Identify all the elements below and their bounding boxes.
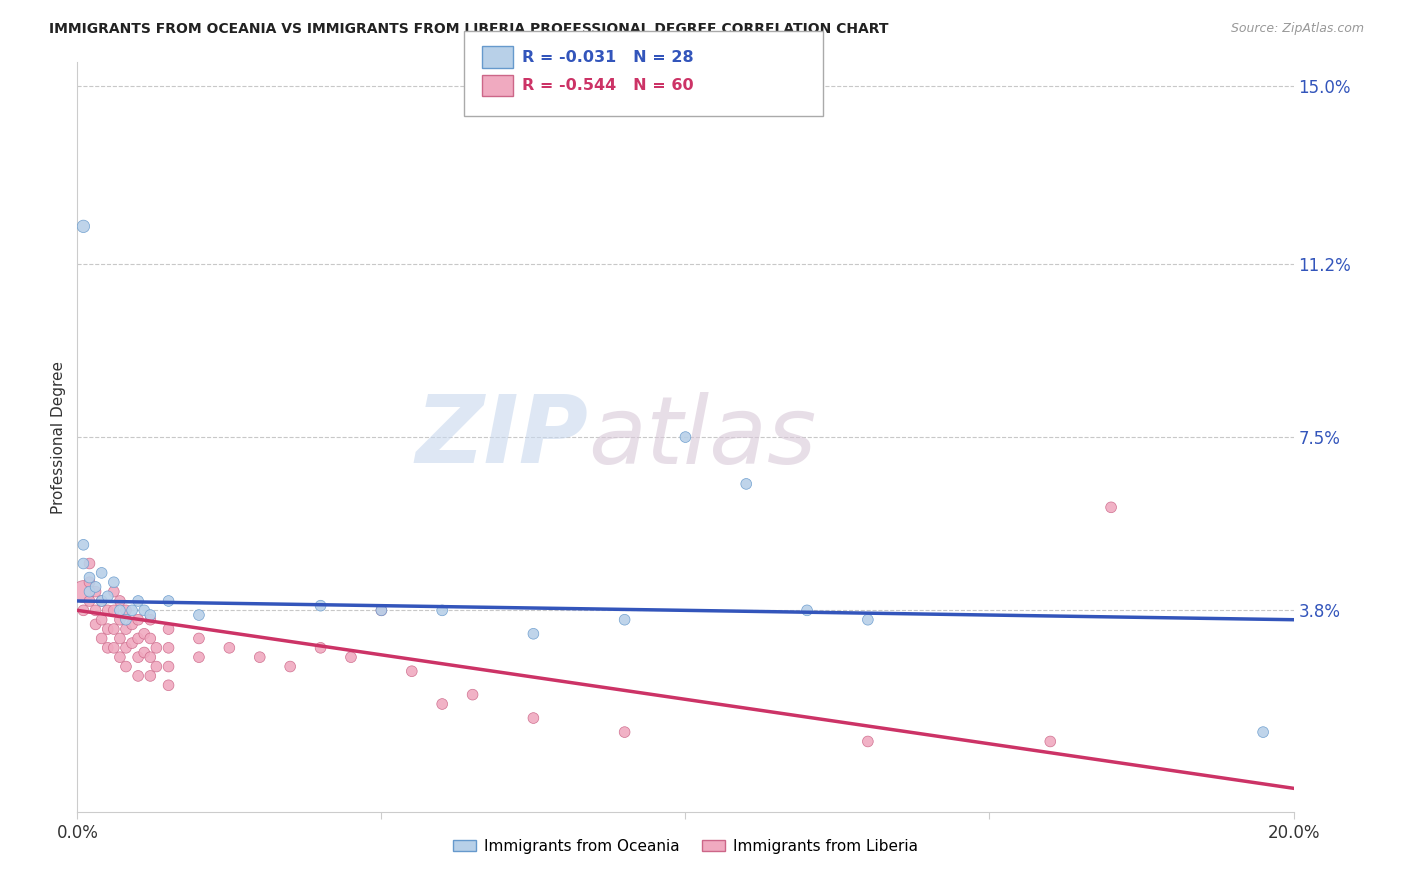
Point [218,640,240,655]
Text: ZIP: ZIP [415,391,588,483]
Point [139,650,162,665]
Point [115,659,138,673]
Point [134,626,156,640]
Point [278,659,301,673]
Point [115,613,138,627]
Point [145,659,167,673]
Point [127,632,149,646]
Point [103,575,125,590]
Point [856,613,879,627]
Point [79,594,101,608]
Text: R = -0.031   N = 28: R = -0.031 N = 28 [522,50,693,64]
Point [249,650,271,665]
Point [79,557,101,571]
Point [188,650,211,665]
Point [139,613,162,627]
Point [127,650,149,665]
Point [735,476,758,491]
Point [613,613,636,627]
Point [157,659,180,673]
Point [188,608,211,623]
Point [157,594,180,608]
Point [103,603,125,617]
Point [157,622,180,636]
Point [370,603,392,617]
Text: R = -0.544   N = 60: R = -0.544 N = 60 [522,78,693,93]
Point [72,603,94,617]
Text: atlas: atlas [588,392,817,483]
Point [1099,500,1122,515]
Point [1039,734,1062,748]
Point [1251,725,1274,739]
Point [121,617,143,632]
Point [79,575,101,590]
Point [796,603,818,617]
Point [103,622,125,636]
Point [309,599,332,613]
Point [157,678,180,692]
Point [127,613,149,627]
Point [134,646,156,660]
Point [84,584,107,599]
Point [103,584,125,599]
Point [115,603,138,617]
Point [90,566,112,580]
Point [97,589,120,603]
Point [370,603,392,617]
Point [115,622,138,636]
Point [97,622,120,636]
Point [115,640,138,655]
Point [79,571,101,585]
Point [121,636,143,650]
Point [72,219,94,234]
Point [157,640,180,655]
Point [97,640,120,655]
Point [430,603,453,617]
Point [72,557,94,571]
Text: IMMIGRANTS FROM OCEANIA VS IMMIGRANTS FROM LIBERIA PROFESSIONAL DEGREE CORRELATI: IMMIGRANTS FROM OCEANIA VS IMMIGRANTS FR… [49,22,889,37]
Point [108,594,131,608]
Y-axis label: Professional Degree: Professional Degree [51,360,66,514]
Point [145,640,167,655]
Point [97,603,120,617]
Point [121,603,143,617]
Point [84,603,107,617]
Point [108,650,131,665]
Point [309,640,332,655]
Point [127,669,149,683]
Point [127,594,149,608]
Point [134,603,156,617]
Point [84,580,107,594]
Point [90,613,112,627]
Point [522,711,544,725]
Point [108,603,131,617]
Point [340,650,363,665]
Point [856,734,879,748]
Legend: Immigrants from Oceania, Immigrants from Liberia: Immigrants from Oceania, Immigrants from… [447,833,924,860]
Point [103,640,125,655]
Point [72,538,94,552]
Point [522,626,544,640]
Point [613,725,636,739]
Point [188,632,211,646]
Point [90,594,112,608]
Point [139,608,162,623]
Point [90,632,112,646]
Point [430,697,453,711]
Point [675,430,697,444]
Point [139,669,162,683]
Point [72,584,94,599]
Point [401,664,423,678]
Point [139,632,162,646]
Point [108,632,131,646]
Point [79,584,101,599]
Text: Source: ZipAtlas.com: Source: ZipAtlas.com [1230,22,1364,36]
Point [108,613,131,627]
Point [84,617,107,632]
Point [461,688,484,702]
Point [90,594,112,608]
